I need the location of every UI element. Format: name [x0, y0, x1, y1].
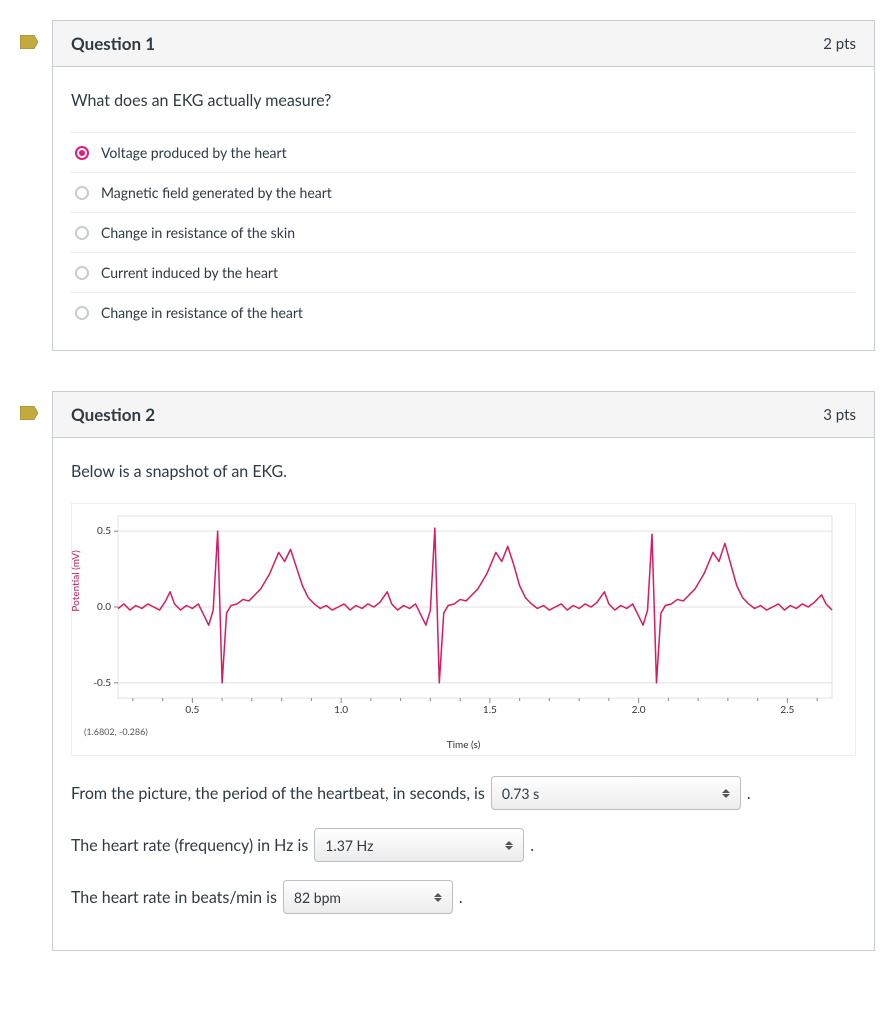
- fill-text: .: [747, 784, 751, 803]
- chart-ylabel: Potential (mV): [70, 550, 82, 611]
- chart-coord-readout: (1.6802, -0.286): [84, 726, 849, 737]
- svg-text:-0.5: -0.5: [93, 677, 111, 689]
- option-row[interactable]: Change in resistance of the heart: [71, 292, 856, 332]
- fill-line-1: From the picture, the period of the hear…: [71, 776, 856, 810]
- svg-text:2.0: 2.0: [632, 704, 646, 716]
- question-prompt: What does an EKG actually measure?: [71, 91, 856, 110]
- frequency-select[interactable]: 1.37 Hz: [314, 828, 524, 862]
- question-2: Question 2 3 pts Below is a snapshot of …: [20, 391, 875, 951]
- option-label: Voltage produced by the heart: [101, 144, 287, 161]
- option-row[interactable]: Voltage produced by the heart: [71, 132, 856, 172]
- option-label: Magnetic field generated by the heart: [101, 184, 332, 201]
- radio-icon[interactable]: [75, 146, 89, 160]
- question-body: Below is a snapshot of an EKG. Potential…: [53, 438, 874, 950]
- svg-text:1.0: 1.0: [334, 704, 348, 716]
- svg-text:2.5: 2.5: [780, 704, 794, 716]
- flag-column: [20, 20, 52, 53]
- radio-icon[interactable]: [75, 186, 89, 200]
- select-value: 1.37 Hz: [325, 837, 373, 854]
- question-prompt: Below is a snapshot of an EKG.: [71, 462, 856, 481]
- question-title: Question 2: [71, 404, 155, 425]
- radio-icon[interactable]: [75, 266, 89, 280]
- question-points: 3 pts: [823, 406, 856, 424]
- updown-icon: [722, 789, 730, 798]
- question-title: Question 1: [71, 33, 155, 54]
- fill-text: .: [459, 888, 463, 907]
- option-row[interactable]: Magnetic field generated by the heart: [71, 172, 856, 212]
- flag-icon[interactable]: [20, 35, 38, 49]
- chart-xlabel: Time (s): [78, 739, 849, 751]
- flag-icon[interactable]: [20, 406, 38, 420]
- question-card: Question 2 3 pts Below is a snapshot of …: [52, 391, 875, 951]
- flag-column: [20, 391, 52, 424]
- radio-icon[interactable]: [75, 306, 89, 320]
- select-value: 82 bpm: [294, 889, 341, 906]
- svg-text:0.0: 0.0: [97, 601, 111, 613]
- updown-icon: [434, 893, 442, 902]
- ekg-svg: -0.5 0.0 0.5 0.5 1.0 1.5 2.0 2.5: [78, 510, 838, 720]
- question-header: Question 2 3 pts: [53, 392, 874, 438]
- radio-icon[interactable]: [75, 226, 89, 240]
- option-row[interactable]: Current induced by the heart: [71, 252, 856, 292]
- question-header: Question 1 2 pts: [53, 21, 874, 67]
- option-label: Change in resistance of the skin: [101, 224, 295, 241]
- svg-text:0.5: 0.5: [185, 704, 199, 716]
- bpm-select[interactable]: 82 bpm: [283, 880, 453, 914]
- question-points: 2 pts: [823, 35, 856, 53]
- question-1: Question 1 2 pts What does an EKG actual…: [20, 20, 875, 351]
- fill-line-2: The heart rate (frequency) in Hz is 1.37…: [71, 828, 856, 862]
- fill-line-3: The heart rate in beats/min is 82 bpm .: [71, 880, 856, 914]
- fill-text: The heart rate (frequency) in Hz is: [71, 836, 308, 855]
- question-body: What does an EKG actually measure? Volta…: [53, 67, 874, 350]
- option-label: Current induced by the heart: [101, 264, 278, 281]
- updown-icon: [505, 841, 513, 850]
- fill-text: .: [530, 836, 534, 855]
- period-select[interactable]: 0.73 s: [491, 776, 741, 810]
- fill-text: From the picture, the period of the hear…: [71, 784, 485, 803]
- ekg-chart: Potential (mV) -0.5 0.0 0.5 0.5 1.0 1.5 2.0 2.5…: [71, 503, 856, 756]
- svg-text:1.5: 1.5: [483, 704, 497, 716]
- option-label: Change in resistance of the heart: [101, 304, 303, 321]
- fill-text: The heart rate in beats/min is: [71, 888, 277, 907]
- svg-text:0.5: 0.5: [97, 525, 111, 537]
- question-card: Question 1 2 pts What does an EKG actual…: [52, 20, 875, 351]
- option-row[interactable]: Change in resistance of the skin: [71, 212, 856, 252]
- select-value: 0.73 s: [502, 785, 539, 802]
